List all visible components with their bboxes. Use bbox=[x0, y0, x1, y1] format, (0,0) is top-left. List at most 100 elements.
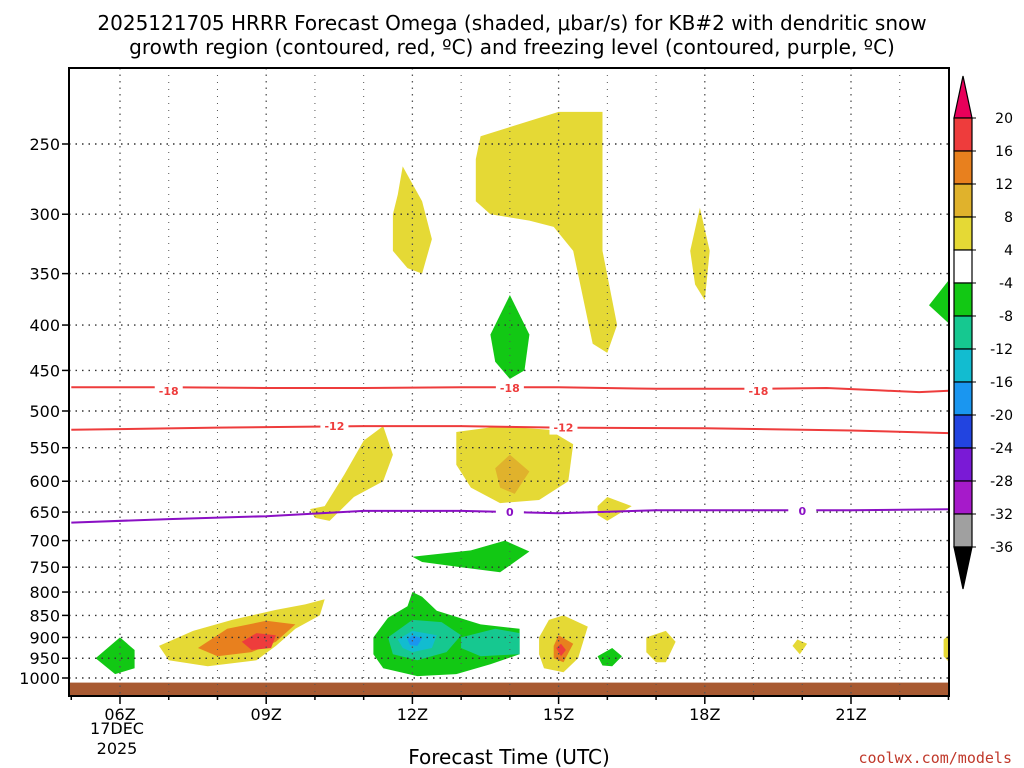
colorbar-segment-1 bbox=[953, 150, 973, 185]
isotherm-label-bg-0-2 bbox=[744, 384, 773, 399]
y-tick-label-600: 600 bbox=[29, 472, 60, 491]
y-tick-label-300: 300 bbox=[29, 205, 60, 224]
y-tick-label-550: 550 bbox=[29, 439, 60, 458]
omega-area-1 bbox=[392, 166, 432, 274]
colorbar-label-12: -32 bbox=[990, 507, 1013, 523]
y-axis: 250 300 350 400 450 500 550 600 650 700 750 800 850 9… bbox=[19, 135, 69, 688]
colorbar-label-13: -36 bbox=[990, 540, 1013, 556]
x-tick-label-15Z: 15Z bbox=[543, 705, 574, 724]
colorbar-label-3: 8 bbox=[1004, 210, 1013, 226]
y-tick-label-250: 250 bbox=[29, 135, 60, 154]
ground-band bbox=[69, 682, 949, 696]
omega-area-25 bbox=[792, 639, 808, 655]
colorbar-label-7: -12 bbox=[990, 342, 1013, 358]
y-tick-label-750: 750 bbox=[29, 558, 60, 577]
colorbar-label-4: 4 bbox=[1004, 243, 1013, 259]
omega-area-13 bbox=[241, 633, 276, 650]
isotherm-label-0-0: -18 bbox=[159, 385, 179, 398]
isotherm-label-2-1: 0 bbox=[798, 505, 806, 518]
plot-area bbox=[69, 111, 949, 696]
isotherm-label-2-0: 0 bbox=[506, 506, 514, 519]
isotherm-label-bg-0-0 bbox=[154, 384, 183, 399]
colorbar-label-9: -20 bbox=[990, 408, 1013, 424]
omega-area-23 bbox=[597, 648, 622, 667]
isotherm-label-bg-2-1 bbox=[788, 503, 817, 518]
omega-area-19 bbox=[407, 635, 423, 646]
colorbar-label-0: 20 bbox=[995, 111, 1013, 127]
chart-title-line1: 2025121705 HRRR Forecast Omega (shaded, … bbox=[97, 11, 926, 35]
omega-area-26 bbox=[943, 634, 949, 663]
omega-area-3 bbox=[490, 295, 530, 379]
omega-area-5 bbox=[310, 426, 393, 521]
colorbar-segment-3 bbox=[953, 216, 973, 251]
y-tick-label-950: 950 bbox=[29, 649, 60, 668]
colorbar-arrow-top bbox=[953, 75, 973, 119]
colorbar-label-8: -16 bbox=[990, 375, 1013, 391]
y-tick-label-850: 850 bbox=[29, 606, 60, 625]
colorbar-segment-12 bbox=[953, 513, 973, 548]
colorbar-label-1: 16 bbox=[995, 144, 1013, 160]
omega-area-7 bbox=[495, 454, 530, 494]
colorbar-label-6: -8 bbox=[999, 309, 1013, 325]
colorbar-label-10: -24 bbox=[990, 441, 1013, 457]
isotherm-label-1-0: -12 bbox=[324, 420, 344, 433]
y-tick-label-400: 400 bbox=[29, 316, 60, 335]
colorbar-label-2: 12 bbox=[995, 177, 1013, 193]
isotherm-line-0 bbox=[71, 386, 949, 394]
y-tick-label-1000: 1000 bbox=[19, 669, 60, 688]
colorbar-arrow-bottom bbox=[953, 546, 973, 590]
isotherm-label-0-1: -18 bbox=[500, 382, 520, 395]
colorbar-segment-8 bbox=[953, 381, 973, 416]
y-tick-label-500: 500 bbox=[29, 402, 60, 421]
date-label-day: 17DEC bbox=[90, 719, 144, 738]
colorbar-segment-10 bbox=[953, 447, 973, 482]
y-tick-label-650: 650 bbox=[29, 503, 60, 522]
isotherm-contours: -18 -18 -18 -12 -12 0 0 bbox=[71, 380, 949, 524]
colorbar-segment-6 bbox=[953, 315, 973, 350]
x-tick-label-12Z: 12Z bbox=[397, 705, 428, 724]
date-label-year: 2025 bbox=[97, 739, 138, 758]
omega-area-17 bbox=[461, 628, 520, 657]
colorbar-label-5: -4 bbox=[999, 276, 1013, 292]
omega-area-24 bbox=[646, 630, 676, 663]
isotherm-label-bg-1-0 bbox=[320, 419, 349, 434]
isotherm-label-bg-1-1 bbox=[549, 420, 578, 435]
y-tick-label-350: 350 bbox=[29, 265, 60, 284]
plot-frame bbox=[68, 67, 950, 697]
colorbar-segment-4 bbox=[953, 249, 973, 284]
y-tick-label-450: 450 bbox=[29, 361, 60, 380]
y-tick-label-800: 800 bbox=[29, 583, 60, 602]
colorbar-segment-9 bbox=[953, 414, 973, 449]
colorbar-segment-2 bbox=[953, 183, 973, 218]
x-tick-label-06Z: 06Z bbox=[104, 705, 135, 724]
colorbar: 20 16 12 8 4 -4 -8 -12 -16 -20 -24 -28 -32 -36 bbox=[953, 75, 1013, 590]
colorbar-segment-11 bbox=[953, 480, 973, 515]
gridlines bbox=[69, 68, 949, 696]
omega-area-12 bbox=[198, 620, 296, 657]
colorbar-label-11: -28 bbox=[990, 474, 1013, 490]
isotherm-label-0-2: -18 bbox=[748, 385, 768, 398]
x-tick-label-09Z: 09Z bbox=[251, 705, 282, 724]
omega-area-14 bbox=[95, 637, 135, 675]
omega-area-0 bbox=[475, 111, 618, 353]
y-tick-label-700: 700 bbox=[29, 532, 60, 551]
credit-text: coolwx.com/models bbox=[858, 749, 1012, 767]
isotherm-label-bg-2-0 bbox=[495, 505, 524, 520]
omega-area-8 bbox=[597, 497, 632, 521]
isotherm-label-1-1: -12 bbox=[554, 422, 574, 435]
x-tick-label-18Z: 18Z bbox=[689, 705, 720, 724]
chart-title-line2: growth region (contoured, red, ºC) and f… bbox=[129, 35, 895, 59]
omega-area-9 bbox=[412, 540, 530, 573]
x-axis: 06Z 09Z 12Z 15Z 18Z 21Z bbox=[70, 696, 950, 724]
isotherm-label-bg-0-1 bbox=[495, 380, 524, 395]
colorbar-segment-7 bbox=[953, 348, 973, 383]
colorbar-segment-5 bbox=[953, 282, 973, 317]
y-tick-label-900: 900 bbox=[29, 628, 60, 647]
omega-area-2 bbox=[690, 207, 710, 301]
x-tick-label-21Z: 21Z bbox=[835, 705, 866, 724]
isotherm-line-1 bbox=[71, 425, 949, 435]
x-axis-label: Forecast Time (UTC) bbox=[408, 745, 610, 768]
omega-area-4 bbox=[929, 279, 949, 324]
colorbar-segment-0 bbox=[953, 117, 973, 152]
